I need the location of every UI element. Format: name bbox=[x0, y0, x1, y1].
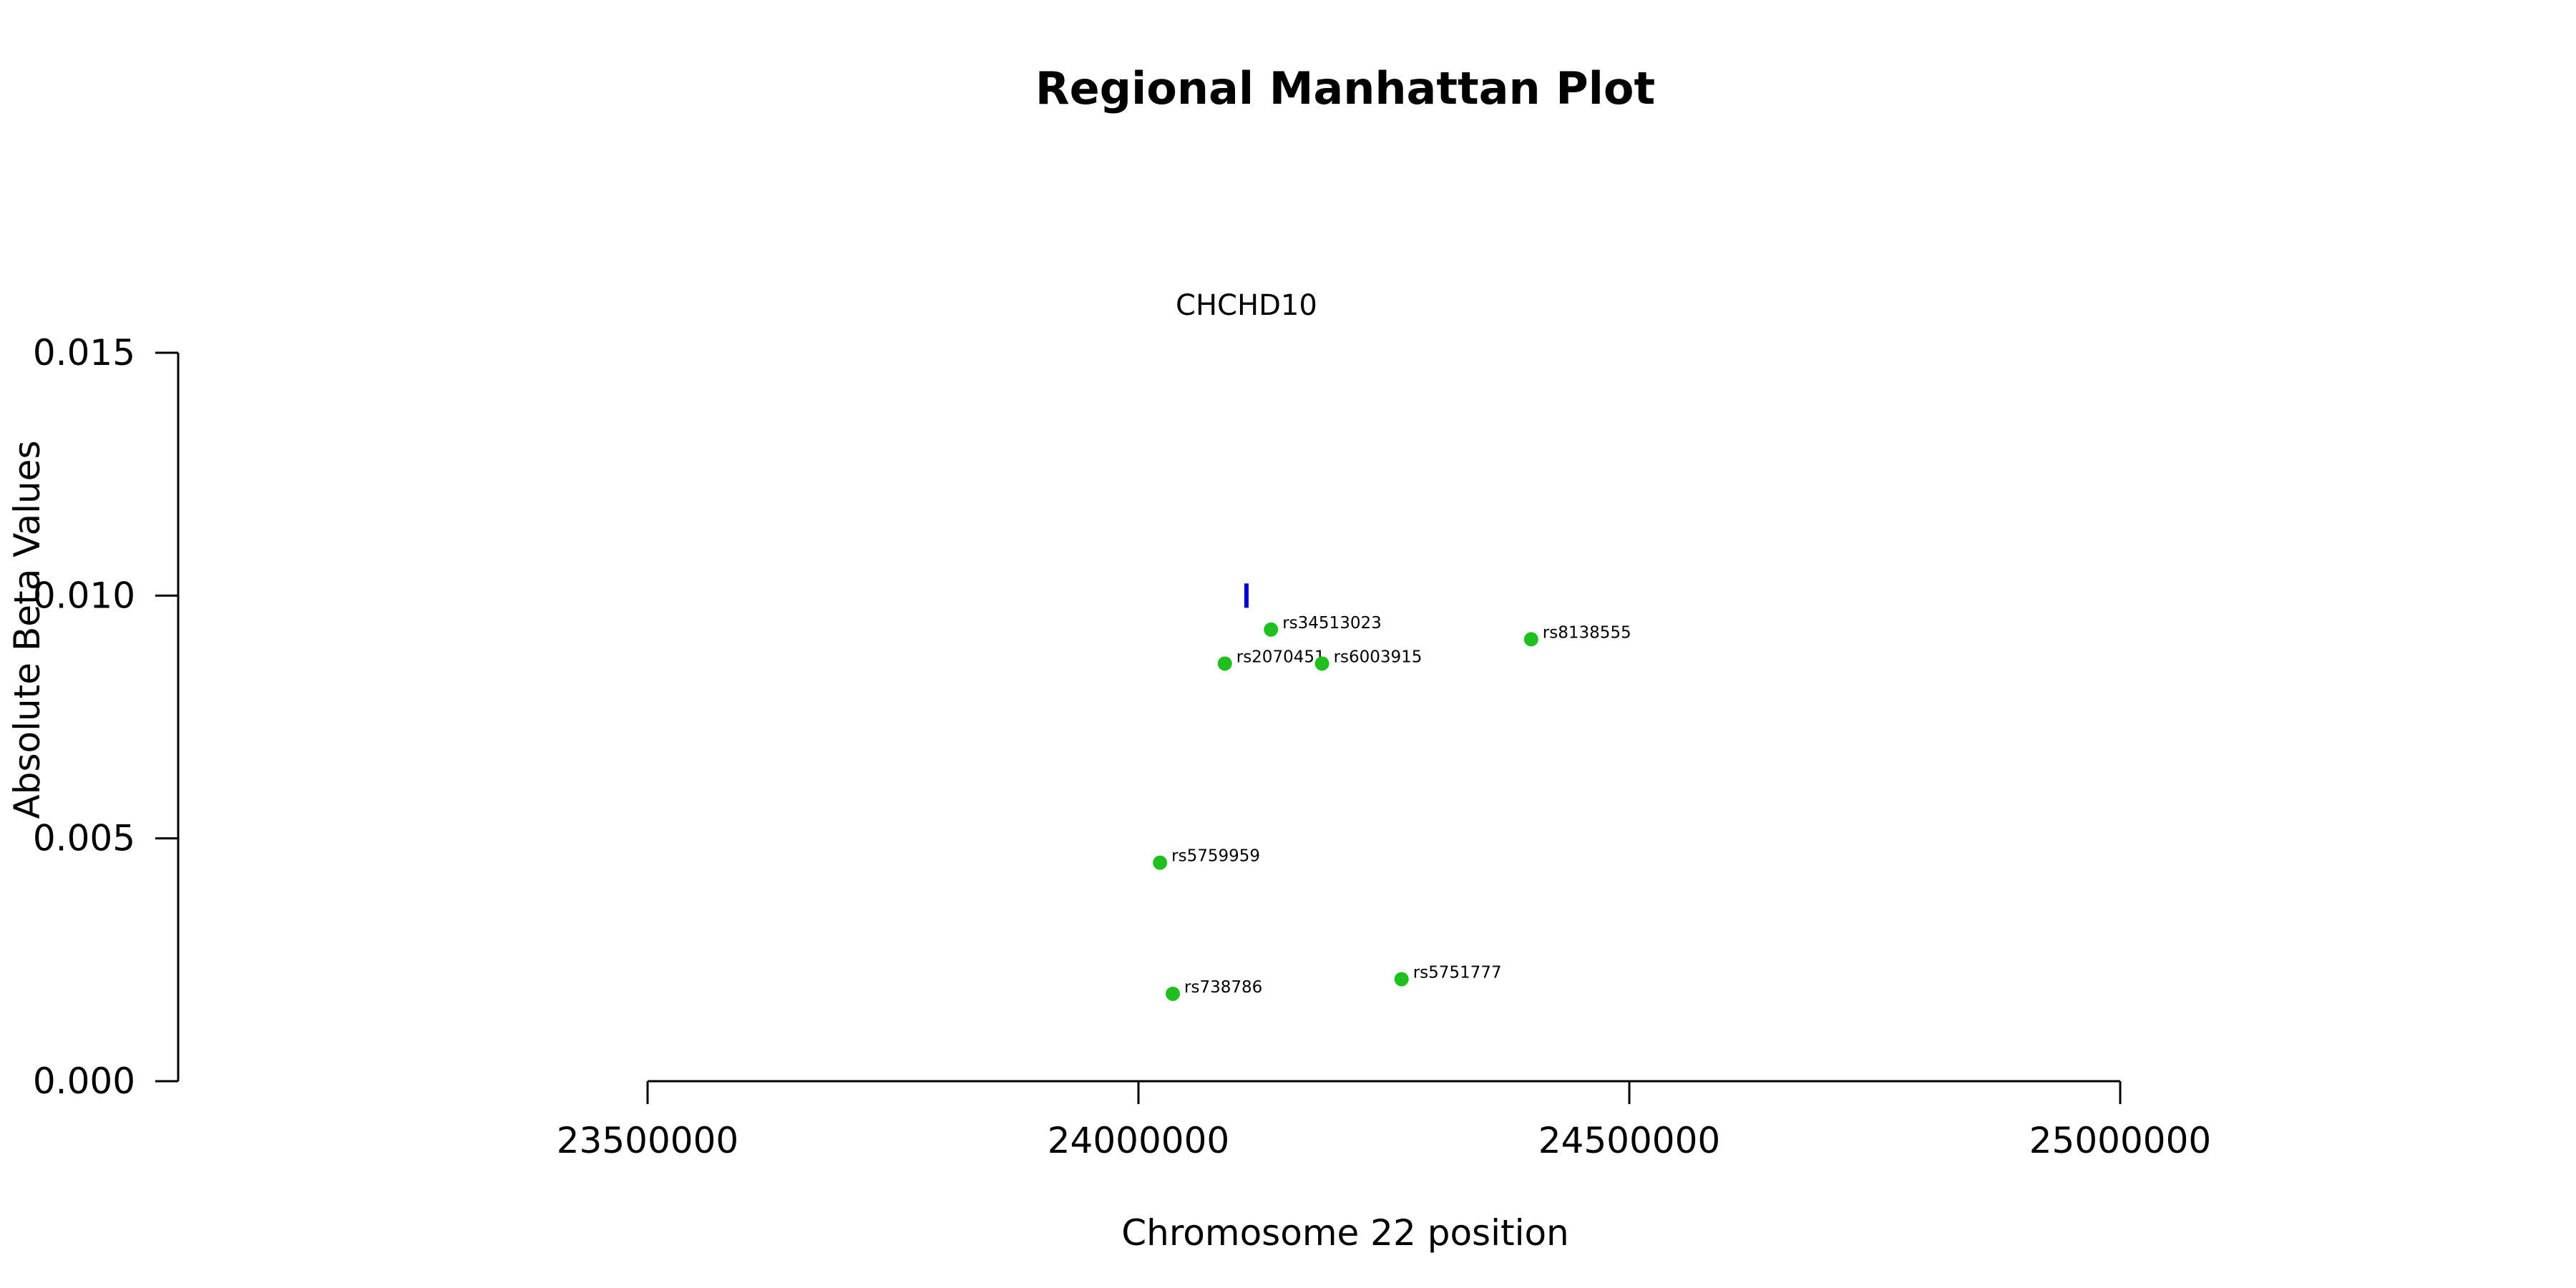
snp-point bbox=[1523, 632, 1538, 647]
x-tick-label: 23500000 bbox=[557, 1120, 739, 1161]
snp-label: rs738786 bbox=[1184, 978, 1262, 997]
y-tick-label: 0.015 bbox=[33, 332, 135, 374]
x-axis: 23500000 24000000 24500000 25000000 bbox=[557, 1080, 2212, 1161]
snp-point bbox=[1314, 656, 1330, 671]
snp-label: rs5751777 bbox=[1413, 963, 1502, 982]
gene-label: CHCHD10 bbox=[1176, 289, 1317, 322]
chart-title: Regional Manhattan Plot bbox=[1035, 62, 1655, 114]
snp-point bbox=[1217, 656, 1232, 671]
y-axis: 0.000 0.005 0.010 0.015 bbox=[33, 332, 180, 1102]
snp-point bbox=[1153, 855, 1168, 870]
y-tick-label: 0.010 bbox=[33, 575, 135, 616]
x-tick-label: 25000000 bbox=[2029, 1120, 2212, 1161]
snp-label: rs8138555 bbox=[1543, 623, 1631, 642]
x-axis-label: Chromosome 22 position bbox=[1121, 1212, 1569, 1254]
gene-marker: CHCHD10 bbox=[1176, 289, 1317, 608]
snp-label: rs2070451 bbox=[1236, 648, 1325, 666]
y-tick-label: 0.005 bbox=[33, 818, 135, 859]
snp-point bbox=[1394, 972, 1409, 987]
y-tick-label: 0.000 bbox=[33, 1060, 135, 1102]
snp-label: rs5759959 bbox=[1171, 847, 1260, 866]
x-tick-label: 24000000 bbox=[1048, 1120, 1230, 1161]
snp-point bbox=[1264, 622, 1279, 637]
data-points: rs34513023 rs8138555 rs2070451 rs6003915 rs5… bbox=[1153, 614, 1631, 1001]
snp-label: rs6003915 bbox=[1334, 648, 1423, 666]
y-axis-label: Absolute Beta Values bbox=[6, 441, 48, 819]
snp-point bbox=[1166, 986, 1181, 1001]
x-tick-label: 24500000 bbox=[1538, 1120, 1721, 1161]
snp-label: rs34513023 bbox=[1282, 614, 1382, 633]
